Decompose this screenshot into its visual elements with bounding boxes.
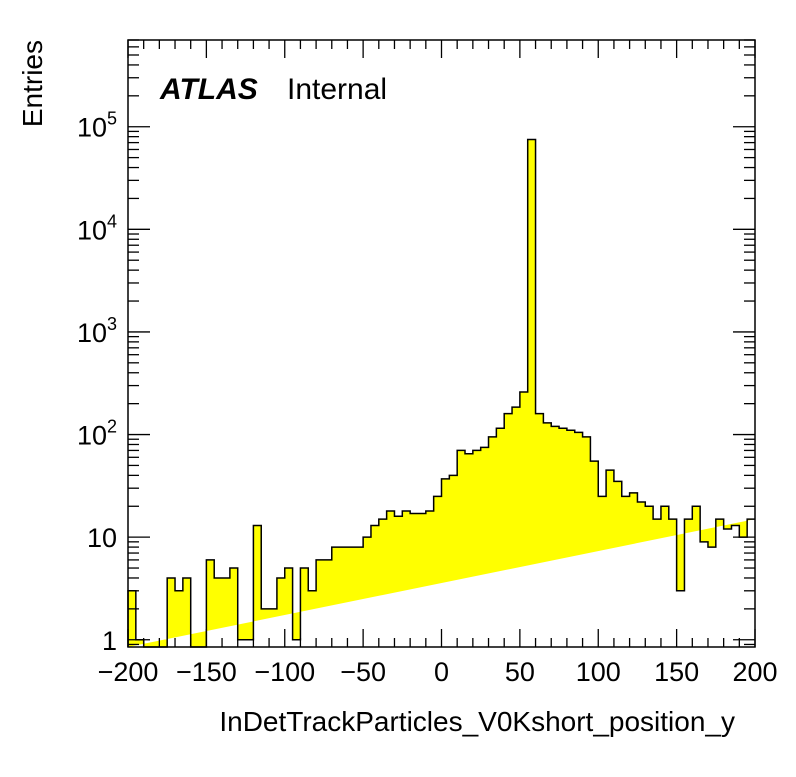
y-axis-label: Entries <box>17 40 48 127</box>
x-tick-label: 50 <box>505 657 535 687</box>
atlas-label: ATLAS <box>159 73 258 106</box>
x-tick-label: −200 <box>98 657 159 687</box>
x-tick-label: −50 <box>340 657 386 687</box>
plot-frame <box>127 39 756 648</box>
y-tick-label: 103 <box>77 314 117 348</box>
x-tick-label: 150 <box>654 657 699 687</box>
y-tick-label: 104 <box>77 211 117 245</box>
x-tick-label: −100 <box>254 657 315 687</box>
x-tick-label: 100 <box>576 657 621 687</box>
histogram-outline <box>127 138 755 648</box>
y-tick-labels: 1 10 102 103 104 105 <box>77 109 117 656</box>
histogram-fill <box>128 139 755 647</box>
x-tick-labels: −200 −150 −100 −50 0 50 100 150 200 <box>98 657 778 687</box>
y-tick-label: 1 <box>102 626 117 656</box>
y-tick-label: 10 <box>87 523 117 553</box>
x-axis-label: InDetTrackParticles_V0Kshort_position_y <box>219 706 735 737</box>
x-tick-label: 200 <box>732 657 777 687</box>
y-tick-label: 105 <box>77 109 117 143</box>
y-tick-label: 102 <box>77 417 117 451</box>
x-tick-label: −150 <box>176 657 237 687</box>
internal-label: Internal <box>287 73 387 106</box>
axis-ticks <box>127 39 756 647</box>
x-tick-label: 0 <box>434 657 449 687</box>
